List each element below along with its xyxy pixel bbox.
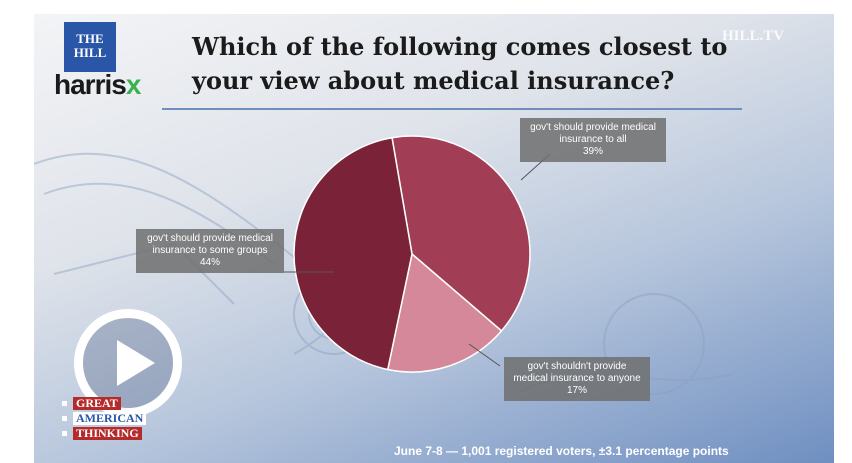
slice-label-all-text: gov't should provide medical insurance t… xyxy=(530,122,656,145)
slice-label-all-value: 39% xyxy=(582,146,603,157)
slice-all xyxy=(391,135,531,332)
slice-label-anyone-text: gov't shouldn't provide medical insuranc… xyxy=(513,361,641,384)
slice-label-some-groups: gov't should provide medical insurance t… xyxy=(136,229,284,273)
chart-footnote: June 7-8 — 1,001 registered voters, ±3.1… xyxy=(394,444,729,458)
hilltv-watermark: HILL.TV xyxy=(722,28,785,44)
play-icon xyxy=(117,340,155,386)
slice-label-anyone: gov't shouldn't provide medical insuranc… xyxy=(504,357,650,401)
chart-title: Which of the following comes closest to … xyxy=(192,32,728,95)
badge-word-2: AMERICAN xyxy=(73,412,147,425)
bullet-icon xyxy=(62,401,67,406)
harrisx-logo-text: harris xyxy=(54,69,127,100)
great-american-thinking-badge: GREAT AMERICAN THINKING xyxy=(62,397,177,442)
pointer-line-anyone xyxy=(468,343,501,367)
the-hill-logo: THE HILL xyxy=(64,22,116,72)
harrisx-logo-x: x xyxy=(125,69,142,100)
badge-word-1: GREAT xyxy=(73,397,121,410)
title-divider xyxy=(162,108,742,110)
video-frame[interactable]: THE HILL harrisx HILL.TV Which of the fo… xyxy=(34,14,834,463)
badge-word-3: THINKING xyxy=(73,427,142,440)
slice-label-some-groups-value: 44% xyxy=(199,257,220,268)
slice-anyone xyxy=(386,252,503,373)
harrisx-logo: harrisx xyxy=(54,69,142,101)
slice-some-groups xyxy=(293,136,413,371)
bullet-icon xyxy=(62,431,67,436)
slice-label-some-groups-text: gov't should provide medical insurance t… xyxy=(147,233,273,256)
bullet-icon xyxy=(62,416,67,421)
pie-chart xyxy=(284,135,551,373)
slice-label-anyone-value: 17% xyxy=(566,385,587,396)
slice-label-all: gov't should provide medical insurance t… xyxy=(520,118,666,162)
